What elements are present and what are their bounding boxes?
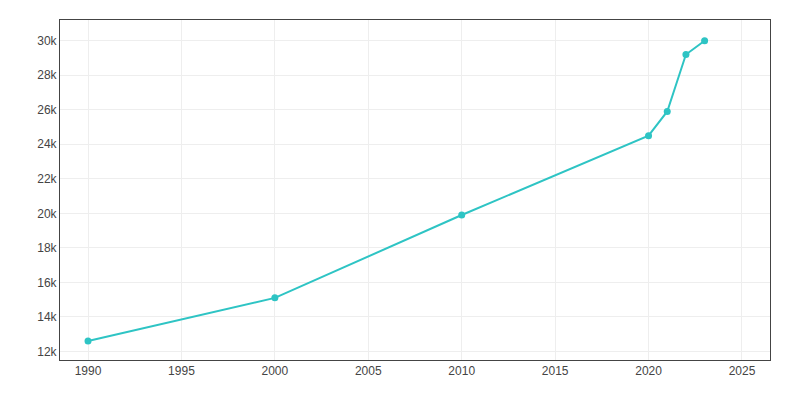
svg-text:2000: 2000 xyxy=(262,364,289,378)
svg-text:2025: 2025 xyxy=(729,364,756,378)
svg-text:2020: 2020 xyxy=(635,364,662,378)
svg-text:20k: 20k xyxy=(37,207,57,221)
svg-text:2005: 2005 xyxy=(355,364,382,378)
svg-text:26k: 26k xyxy=(37,103,57,117)
svg-text:14k: 14k xyxy=(37,310,57,324)
svg-text:22k: 22k xyxy=(37,172,57,186)
svg-text:1990: 1990 xyxy=(75,364,102,378)
svg-text:28k: 28k xyxy=(37,68,57,82)
svg-text:12k: 12k xyxy=(37,345,57,359)
svg-text:16k: 16k xyxy=(37,276,57,290)
svg-text:1995: 1995 xyxy=(168,364,195,378)
svg-text:18k: 18k xyxy=(37,241,57,255)
svg-text:30k: 30k xyxy=(37,34,57,48)
svg-text:2010: 2010 xyxy=(448,364,475,378)
svg-text:24k: 24k xyxy=(37,137,57,151)
svg-text:2015: 2015 xyxy=(542,364,569,378)
